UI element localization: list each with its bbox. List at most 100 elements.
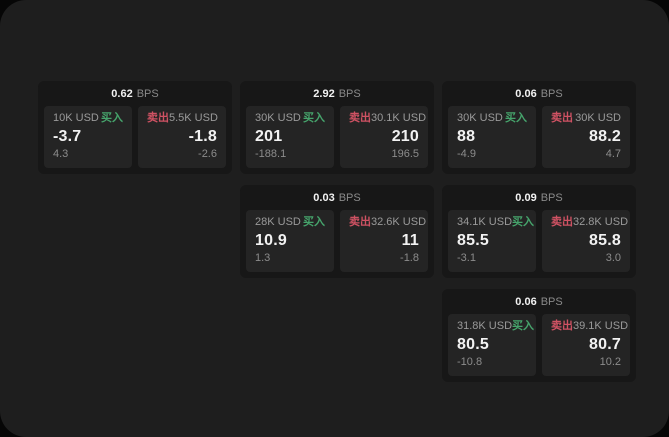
buy-delta: -188.1 xyxy=(255,148,287,160)
buy-size: 28K USD xyxy=(255,216,301,228)
sell-side-label: 卖出 xyxy=(147,112,169,124)
quote-card-body: 31.8K USD 买入 80.5 -10.8 卖出 39.1K USD 80.… xyxy=(448,314,630,376)
bps-header: 0.03 BPS xyxy=(246,190,428,207)
sell-panel[interactable]: 卖出 32.8K USD 85.8 3.0 xyxy=(542,210,630,272)
sell-price: 210 xyxy=(391,127,419,145)
quote-card: 0.09 BPS 34.1K USD 买入 85.5 -3.1 卖出 32.8K … xyxy=(442,185,636,278)
sell-price: 11 xyxy=(401,231,419,249)
bps-unit-label: BPS xyxy=(136,88,159,100)
sell-size: 39.1K USD xyxy=(573,320,629,332)
sell-size: 5.5K USD xyxy=(169,112,218,124)
bps-header: 0.06 BPS xyxy=(448,86,630,103)
buy-price: 201 xyxy=(255,127,283,145)
bps-header: 0.62 BPS xyxy=(44,86,226,103)
quote-card: 2.92 BPS 30K USD 买入 201 -188.1 卖出 30.1K U… xyxy=(240,81,434,174)
sell-panel[interactable]: 卖出 32.6K USD 11 -1.8 xyxy=(340,210,428,272)
sell-price: 85.8 xyxy=(589,231,621,249)
buy-delta: -4.9 xyxy=(457,148,476,160)
bps-header: 0.09 BPS xyxy=(448,190,630,207)
buy-panel[interactable]: 10K USD 买入 -3.7 4.3 xyxy=(44,106,132,168)
buy-panel-top: 31.8K USD 买入 xyxy=(457,320,534,333)
buy-side-label: 买入 xyxy=(512,320,535,332)
sell-side-label: 卖出 xyxy=(551,320,573,332)
buy-panel[interactable]: 30K USD 买入 201 -188.1 xyxy=(246,106,334,168)
sell-size: 30K USD xyxy=(575,112,621,124)
bps-value: 0.62 xyxy=(111,88,133,100)
sell-delta: 196.5 xyxy=(391,148,419,160)
sell-panel-top: 卖出 39.1K USD xyxy=(551,320,628,333)
buy-price: -3.7 xyxy=(53,127,82,145)
buy-size: 30K USD xyxy=(457,112,503,124)
sell-panel-top: 卖出 32.8K USD xyxy=(551,216,628,229)
buy-panel-top: 10K USD 买入 xyxy=(53,112,123,125)
bps-value: 0.06 xyxy=(515,88,537,100)
quote-card-body: 10K USD 买入 -3.7 4.3 卖出 5.5K USD -1.8 -2.… xyxy=(44,106,226,168)
bps-header: 2.92 BPS xyxy=(246,86,428,103)
buy-panel[interactable]: 34.1K USD 买入 85.5 -3.1 xyxy=(448,210,536,272)
bps-value: 0.09 xyxy=(515,192,537,204)
buy-delta: -10.8 xyxy=(457,356,483,368)
sell-side-label: 卖出 xyxy=(349,216,371,228)
buy-side-label: 买入 xyxy=(101,112,123,124)
sell-side-label: 卖出 xyxy=(551,216,573,228)
sell-delta: -2.6 xyxy=(198,148,217,160)
quote-card: 0.62 BPS 10K USD 买入 -3.7 4.3 卖出 5.5K USD … xyxy=(38,81,232,174)
sell-delta: 4.7 xyxy=(605,148,621,160)
quote-card: 0.06 BPS 30K USD 买入 88 -4.9 卖出 30K USD 88… xyxy=(442,81,636,174)
sell-size: 32.8K USD xyxy=(573,216,629,228)
sell-panel[interactable]: 卖出 39.1K USD 80.7 10.2 xyxy=(542,314,630,376)
bps-value: 0.06 xyxy=(515,296,537,308)
quote-card-body: 28K USD 买入 10.9 1.3 卖出 32.6K USD 11 -1.8 xyxy=(246,210,428,272)
buy-price: 80.5 xyxy=(457,335,489,353)
sell-side-label: 卖出 xyxy=(551,112,573,124)
bps-value: 0.03 xyxy=(313,192,335,204)
sell-panel[interactable]: 卖出 30K USD 88.2 4.7 xyxy=(542,106,630,168)
bps-value: 2.92 xyxy=(313,88,335,100)
sell-panel-top: 卖出 5.5K USD xyxy=(147,112,218,125)
buy-price: 88 xyxy=(457,127,476,145)
buy-side-label: 买入 xyxy=(303,216,325,228)
sell-delta: 10.2 xyxy=(599,356,621,368)
sell-size: 32.6K USD xyxy=(371,216,427,228)
buy-size: 10K USD xyxy=(53,112,99,124)
buy-panel-top: 28K USD 买入 xyxy=(255,216,325,229)
bps-unit-label: BPS xyxy=(338,88,361,100)
buy-side-label: 买入 xyxy=(505,112,527,124)
buy-side-label: 买入 xyxy=(512,216,535,228)
bps-unit-label: BPS xyxy=(540,296,563,308)
sell-panel[interactable]: 卖出 5.5K USD -1.8 -2.6 xyxy=(138,106,226,168)
sell-panel-top: 卖出 30K USD xyxy=(551,112,621,125)
sell-price: -1.8 xyxy=(188,127,217,145)
buy-delta: -3.1 xyxy=(457,252,476,264)
sell-delta: 3.0 xyxy=(605,252,621,264)
bps-unit-label: BPS xyxy=(540,192,563,204)
quote-grid: 0.62 BPS 10K USD 买入 -3.7 4.3 卖出 5.5K USD … xyxy=(38,81,636,382)
buy-delta: 4.3 xyxy=(53,148,69,160)
buy-panel-top: 34.1K USD 买入 xyxy=(457,216,534,229)
buy-size: 30K USD xyxy=(255,112,301,124)
quote-card-body: 30K USD 买入 88 -4.9 卖出 30K USD 88.2 4.7 xyxy=(448,106,630,168)
bps-unit-label: BPS xyxy=(540,88,563,100)
quote-card-body: 34.1K USD 买入 85.5 -3.1 卖出 32.8K USD 85.8… xyxy=(448,210,630,272)
sell-panel-top: 卖出 30.1K USD xyxy=(349,112,426,125)
sell-panel[interactable]: 卖出 30.1K USD 210 196.5 xyxy=(340,106,428,168)
bps-header: 0.06 BPS xyxy=(448,294,630,311)
buy-panel[interactable]: 30K USD 买入 88 -4.9 xyxy=(448,106,536,168)
buy-side-label: 买入 xyxy=(303,112,325,124)
sell-price: 88.2 xyxy=(589,127,621,145)
sell-price: 80.7 xyxy=(589,335,621,353)
buy-delta: 1.3 xyxy=(255,252,271,264)
quote-card-body: 30K USD 买入 201 -188.1 卖出 30.1K USD 210 1… xyxy=(246,106,428,168)
quote-card: 0.03 BPS 28K USD 买入 10.9 1.3 卖出 32.6K USD… xyxy=(240,185,434,278)
buy-size: 31.8K USD xyxy=(457,320,513,332)
sell-side-label: 卖出 xyxy=(349,112,371,124)
buy-panel-top: 30K USD 买入 xyxy=(457,112,527,125)
buy-price: 85.5 xyxy=(457,231,489,249)
quote-card: 0.06 BPS 31.8K USD 买入 80.5 -10.8 卖出 39.1K… xyxy=(442,289,636,382)
buy-panel[interactable]: 28K USD 买入 10.9 1.3 xyxy=(246,210,334,272)
buy-panel[interactable]: 31.8K USD 买入 80.5 -10.8 xyxy=(448,314,536,376)
buy-price: 10.9 xyxy=(255,231,287,249)
sell-panel-top: 卖出 32.6K USD xyxy=(349,216,426,229)
bps-unit-label: BPS xyxy=(338,192,361,204)
